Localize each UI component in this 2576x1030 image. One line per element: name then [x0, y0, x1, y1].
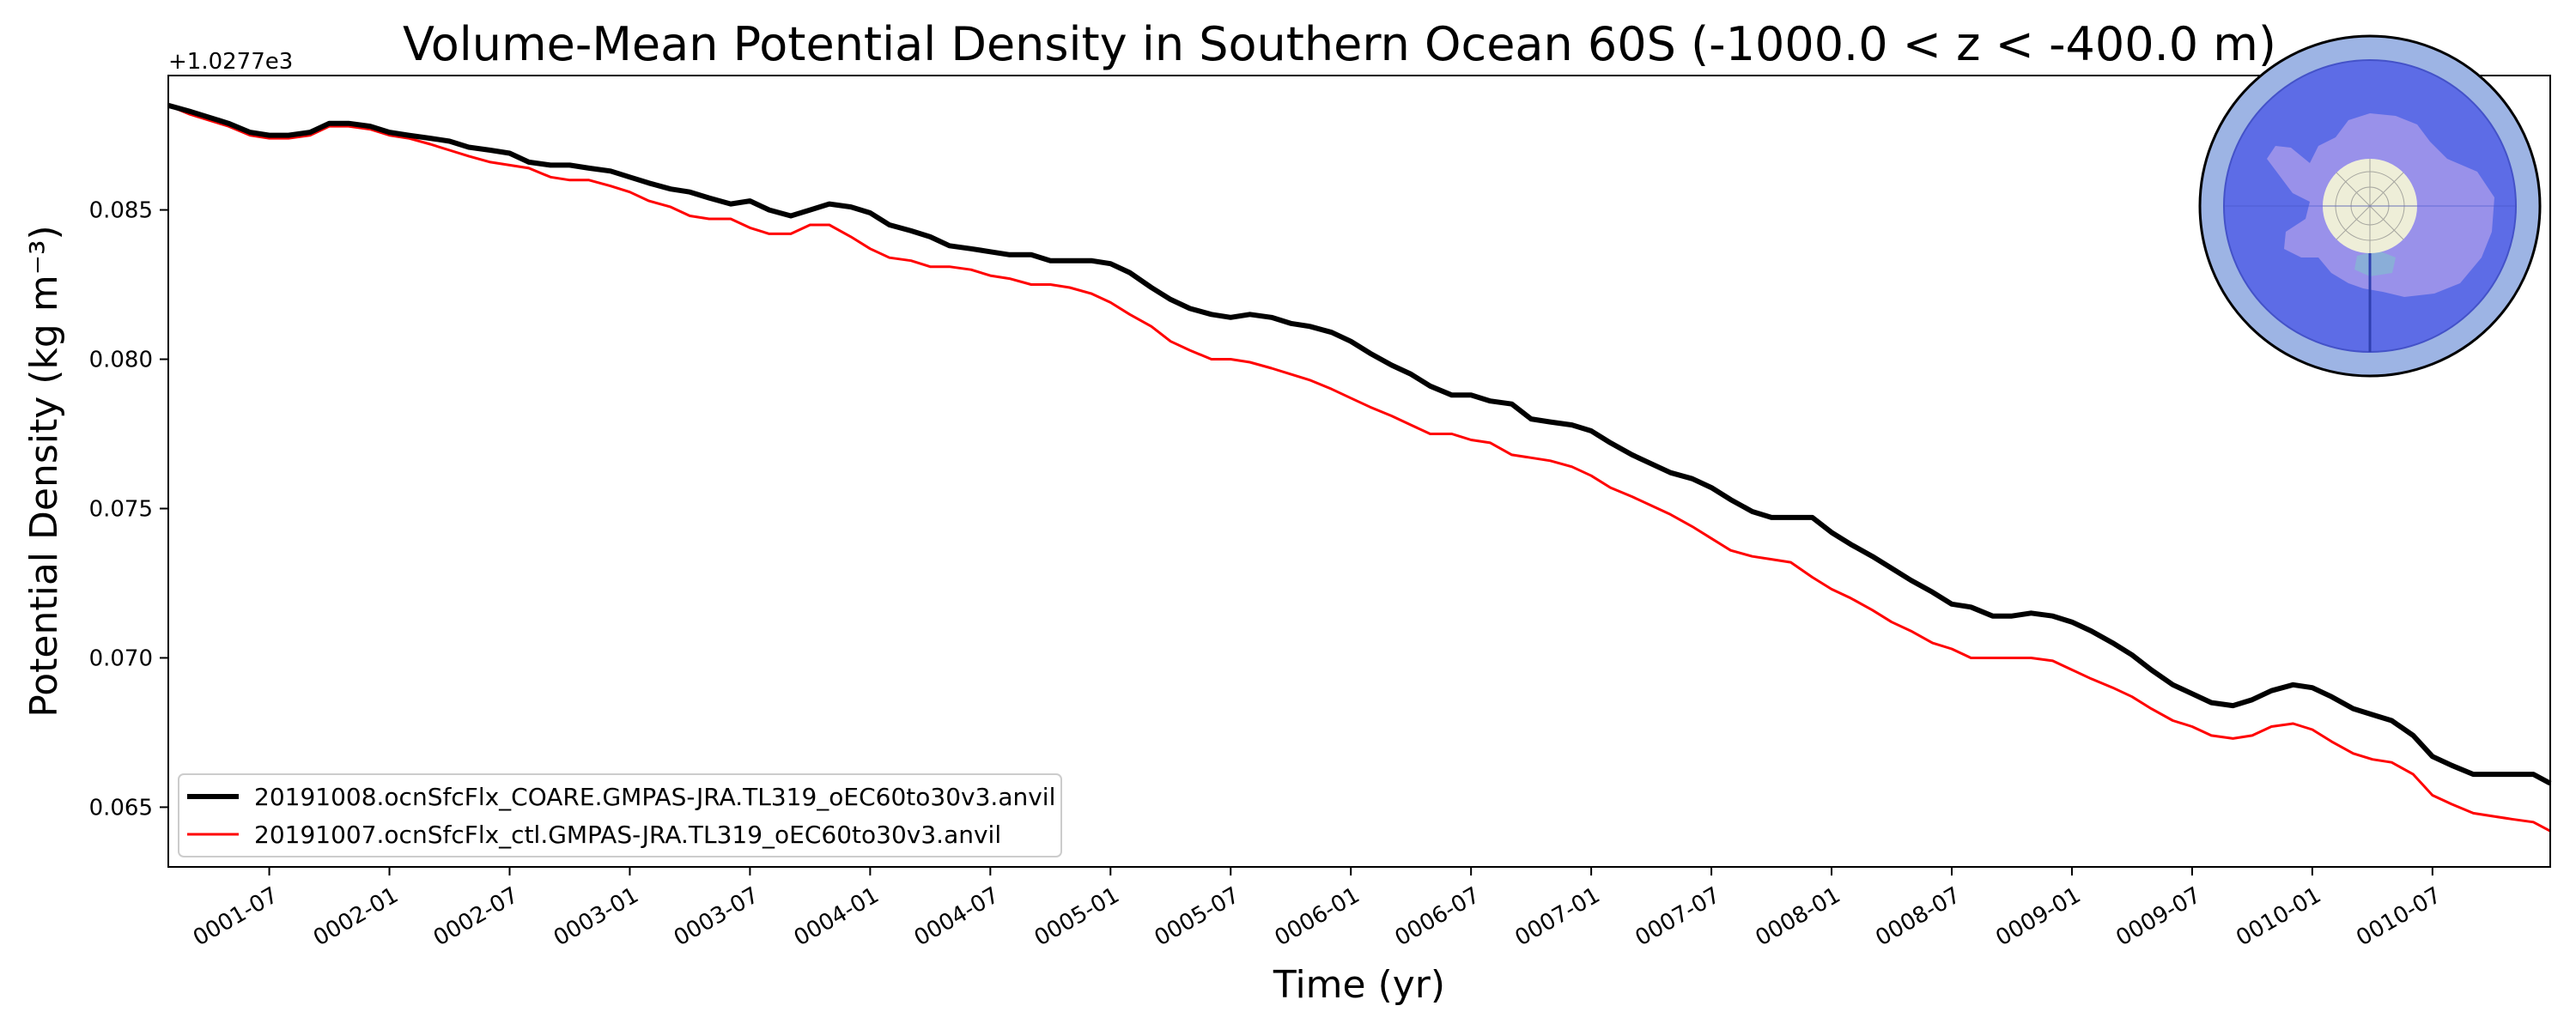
x-tick-label: 0010-07 — [2352, 882, 2445, 951]
series-line-1 — [167, 104, 2551, 833]
legend-box — [178, 773, 1062, 857]
ice-shelf — [2354, 251, 2396, 276]
x-tick-label: 0001-07 — [189, 882, 283, 951]
y-axis-label: Potential Density (kg m⁻³) — [22, 225, 66, 717]
plot-frame — [167, 75, 2551, 868]
chart-title: Volume-Mean Potential Density in Souther… — [403, 17, 2276, 71]
legend-label-coare: 20191008.ocnSfcFlx_COARE.GMPAS-JRA.TL319… — [254, 783, 1055, 811]
x-tick-label: 0003-01 — [550, 882, 643, 951]
x-tick-label: 0002-07 — [429, 882, 523, 951]
x-tick-label: 0007-07 — [1631, 882, 1724, 951]
x-axis-label: Time (yr) — [1273, 963, 1445, 1007]
x-tick-label: 0005-01 — [1030, 882, 1124, 951]
series-layer — [167, 102, 2552, 833]
x-axis-ticks: 0001-07 0002-01 0002-07 0003-01 0003-07 0004-… — [189, 867, 2445, 951]
x-tick-label: 0009-07 — [2111, 882, 2205, 951]
x-tick-label: 0004-07 — [910, 882, 1004, 951]
y-axis-ticks: 0.065 0.070 0.075 0.080 0.085 — [89, 198, 168, 821]
x-tick-label: 0003-07 — [670, 882, 763, 951]
legend: 20191008.ocnSfcFlx_COARE.GMPAS-JRA.TL319… — [178, 773, 1062, 857]
y-tick-label: 0.080 — [89, 348, 153, 373]
plot-area — [168, 76, 2550, 867]
y-tick-label: 0.070 — [89, 645, 153, 671]
y-offset-label: +1.0277e3 — [168, 49, 293, 75]
x-tick-label: 0004-01 — [790, 882, 884, 951]
x-tick-label: 0009-01 — [1991, 882, 2085, 951]
legend-label-ctl: 20191007.ocnSfcFlx_ctl.GMPAS-JRA.TL319_o… — [254, 821, 1001, 849]
x-tick-label: 0006-01 — [1271, 882, 1364, 951]
x-tick-label: 0002-01 — [309, 882, 403, 951]
south-polar-map-icon — [2198, 34, 2542, 378]
y-tick-label: 0.075 — [89, 496, 153, 522]
x-tick-label: 0006-07 — [1391, 882, 1485, 951]
x-tick-label: 0005-07 — [1151, 882, 1244, 951]
y-tick-label: 0.085 — [89, 198, 153, 224]
y-tick-label: 0.065 — [89, 795, 153, 821]
x-tick-label: 0007-01 — [1511, 882, 1605, 951]
x-tick-label: 0008-01 — [1751, 882, 1844, 951]
series-line-0 — [167, 102, 2552, 786]
x-tick-label: 0010-01 — [2232, 882, 2325, 951]
x-tick-label: 0008-07 — [1871, 882, 1965, 951]
